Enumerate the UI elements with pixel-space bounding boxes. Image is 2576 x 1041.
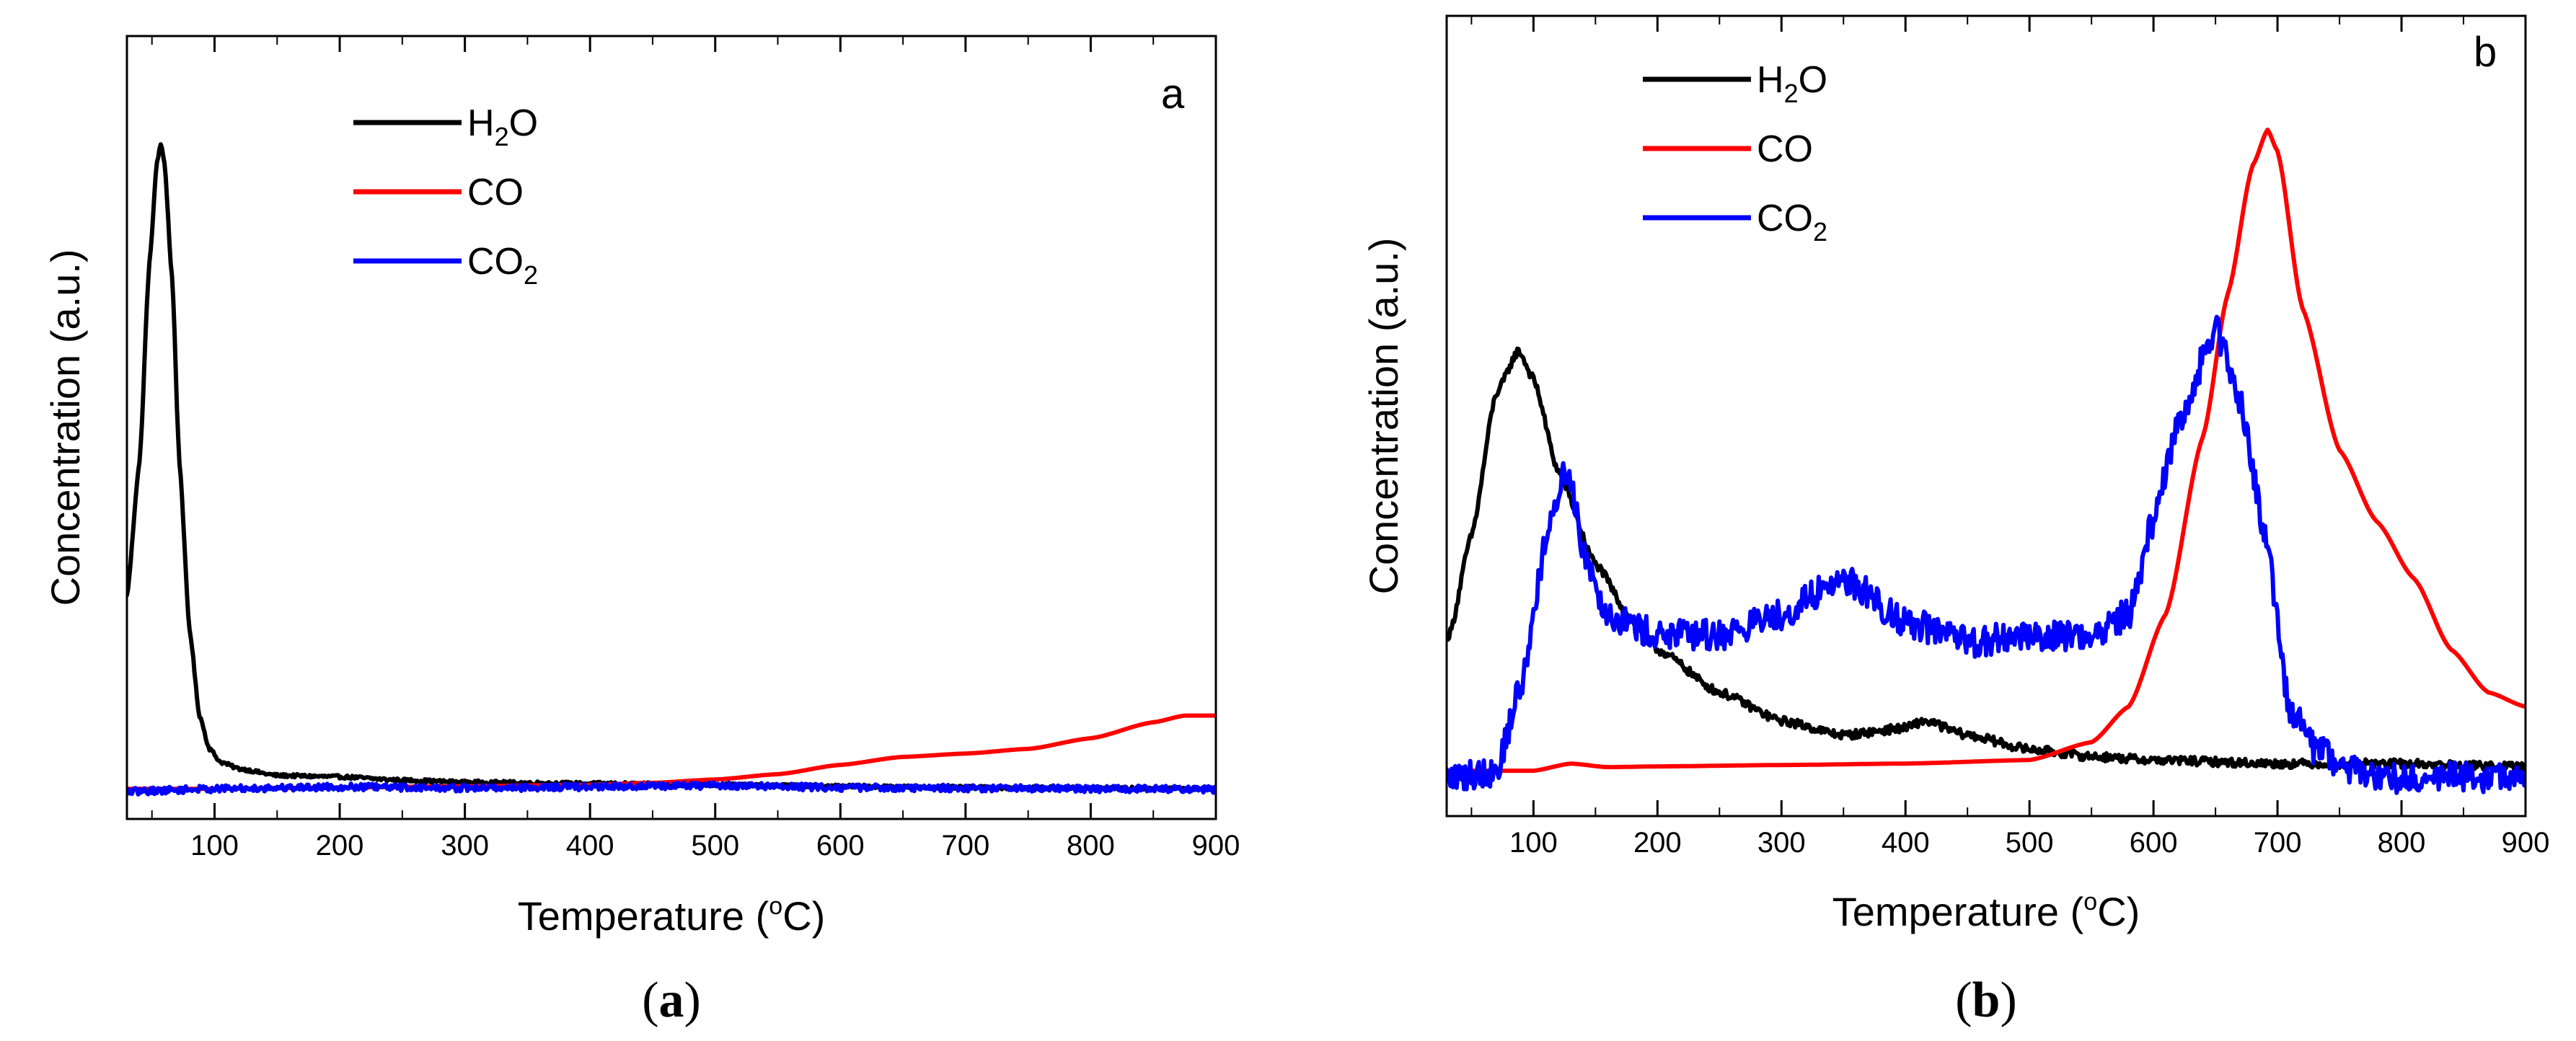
legend-item: CO2 (1643, 198, 1827, 247)
legend-label: CO2 (467, 241, 538, 290)
x-tick-label: 100 (190, 830, 239, 861)
x-tick-label: 700 (2254, 827, 2302, 859)
x-tick-label: 300 (441, 830, 489, 861)
legend-item: CO2 (353, 241, 538, 290)
x-axis-ticks (151, 36, 1217, 819)
legend-item: H2O (353, 102, 538, 151)
series-line-h2o (127, 142, 1216, 793)
x-tick-label: 400 (566, 830, 614, 861)
x-tick-label: 900 (1192, 830, 1240, 861)
legend-item: CO (353, 172, 524, 213)
legend-label: CO (467, 172, 524, 213)
x-axis-title: Temperature (oC) (1832, 888, 2140, 934)
panel-caption: (a) (642, 973, 701, 1028)
series-line-co2 (127, 780, 1216, 797)
x-tick-label: 200 (316, 830, 364, 861)
legend: H2O CO CO2 (1643, 59, 1827, 247)
y-axis-title: Concentration (a.u.) (1361, 238, 1406, 595)
x-tick-label: 400 (1882, 827, 1930, 859)
legend-label: CO2 (1757, 198, 1827, 247)
x-tick-label: 800 (2378, 827, 2426, 859)
legend-item: H2O (1643, 59, 1827, 108)
x-tick-label: 500 (691, 830, 739, 861)
panel-letter: a (1161, 71, 1185, 118)
chart-panel-a: 100 200 300 400 500 600 700 800 900 Temperature (… (43, 35, 1240, 939)
x-axis-ticks (1470, 16, 2527, 816)
legend-label: H2O (1757, 59, 1827, 108)
legend-label: H2O (467, 102, 538, 151)
legend-item: CO (1643, 128, 1813, 170)
series-line-co2 (1447, 314, 2526, 795)
x-tick-label: 200 (1633, 827, 1682, 859)
panel-letter: b (2474, 29, 2497, 76)
x-axis-title: Temperature (oC) (518, 892, 826, 939)
x-tick-label: 700 (941, 830, 989, 861)
y-axis-title: Concentration (a.u.) (43, 249, 88, 606)
x-tick-label: 800 (1067, 830, 1115, 861)
x-tick-label: 100 (1509, 827, 1558, 859)
legend: H2O CO CO2 (353, 102, 538, 290)
plot-area (127, 142, 1216, 797)
x-tick-label: 900 (2502, 827, 2550, 859)
plot-area (1447, 128, 2526, 795)
legend-label: CO (1757, 128, 1813, 170)
series-line-co (1447, 128, 2526, 774)
x-tick-label: 600 (2130, 827, 2178, 859)
plot-frame (1445, 14, 2527, 818)
panel-caption: (b) (1955, 973, 2017, 1028)
x-tick-label: 600 (816, 830, 865, 861)
x-tick-label: 500 (2006, 827, 2054, 859)
x-tick-label: 300 (1757, 827, 1806, 859)
chart-panel-b: 100 200 300 400 500 600 700 800 900 Temperature (… (1361, 14, 2550, 934)
plot-frame (125, 35, 1217, 820)
series-line-h2o (1447, 346, 2526, 774)
